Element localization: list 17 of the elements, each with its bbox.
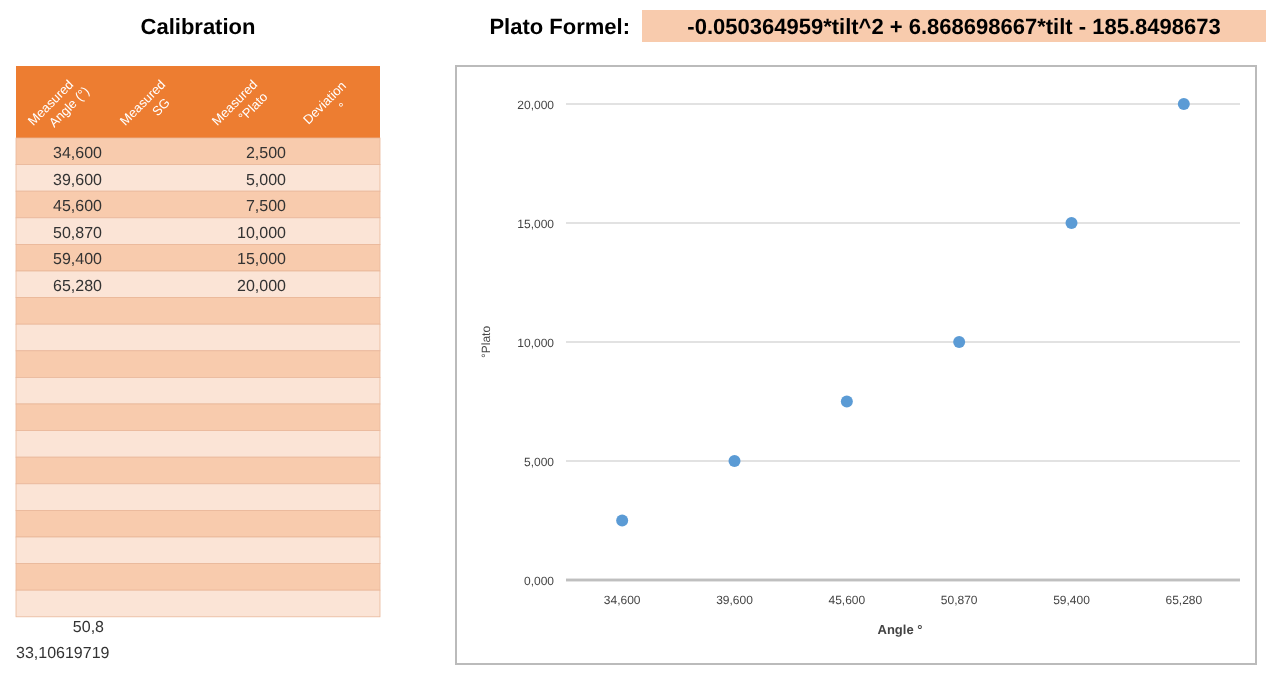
text: Plato Formel: [489, 16, 630, 40]
text: 10,000 [237, 223, 288, 242]
category-label: 45,600 [53, 197, 102, 216]
text: -0.050364959*tilt^2 + 6.868698667*tilt - 185.8498673 [687, 16, 1221, 40]
text: 15,000 [237, 250, 288, 269]
text: Calibration [140, 16, 257, 40]
category-label: 50,870 [53, 223, 102, 242]
category-label: 65,280 [53, 277, 102, 295]
category-label: 59,400 [53, 250, 102, 269]
text: 50,8 [72, 618, 106, 636]
category-label: 39,600 [53, 170, 102, 189]
category-label: 34,600 [53, 144, 102, 162]
text: 2,500 [245, 144, 288, 162]
text: 33,10619719 [16, 644, 111, 662]
text: 5,000 [245, 170, 288, 189]
text: 20,000 [237, 277, 288, 295]
text: 7,500 [245, 197, 288, 216]
